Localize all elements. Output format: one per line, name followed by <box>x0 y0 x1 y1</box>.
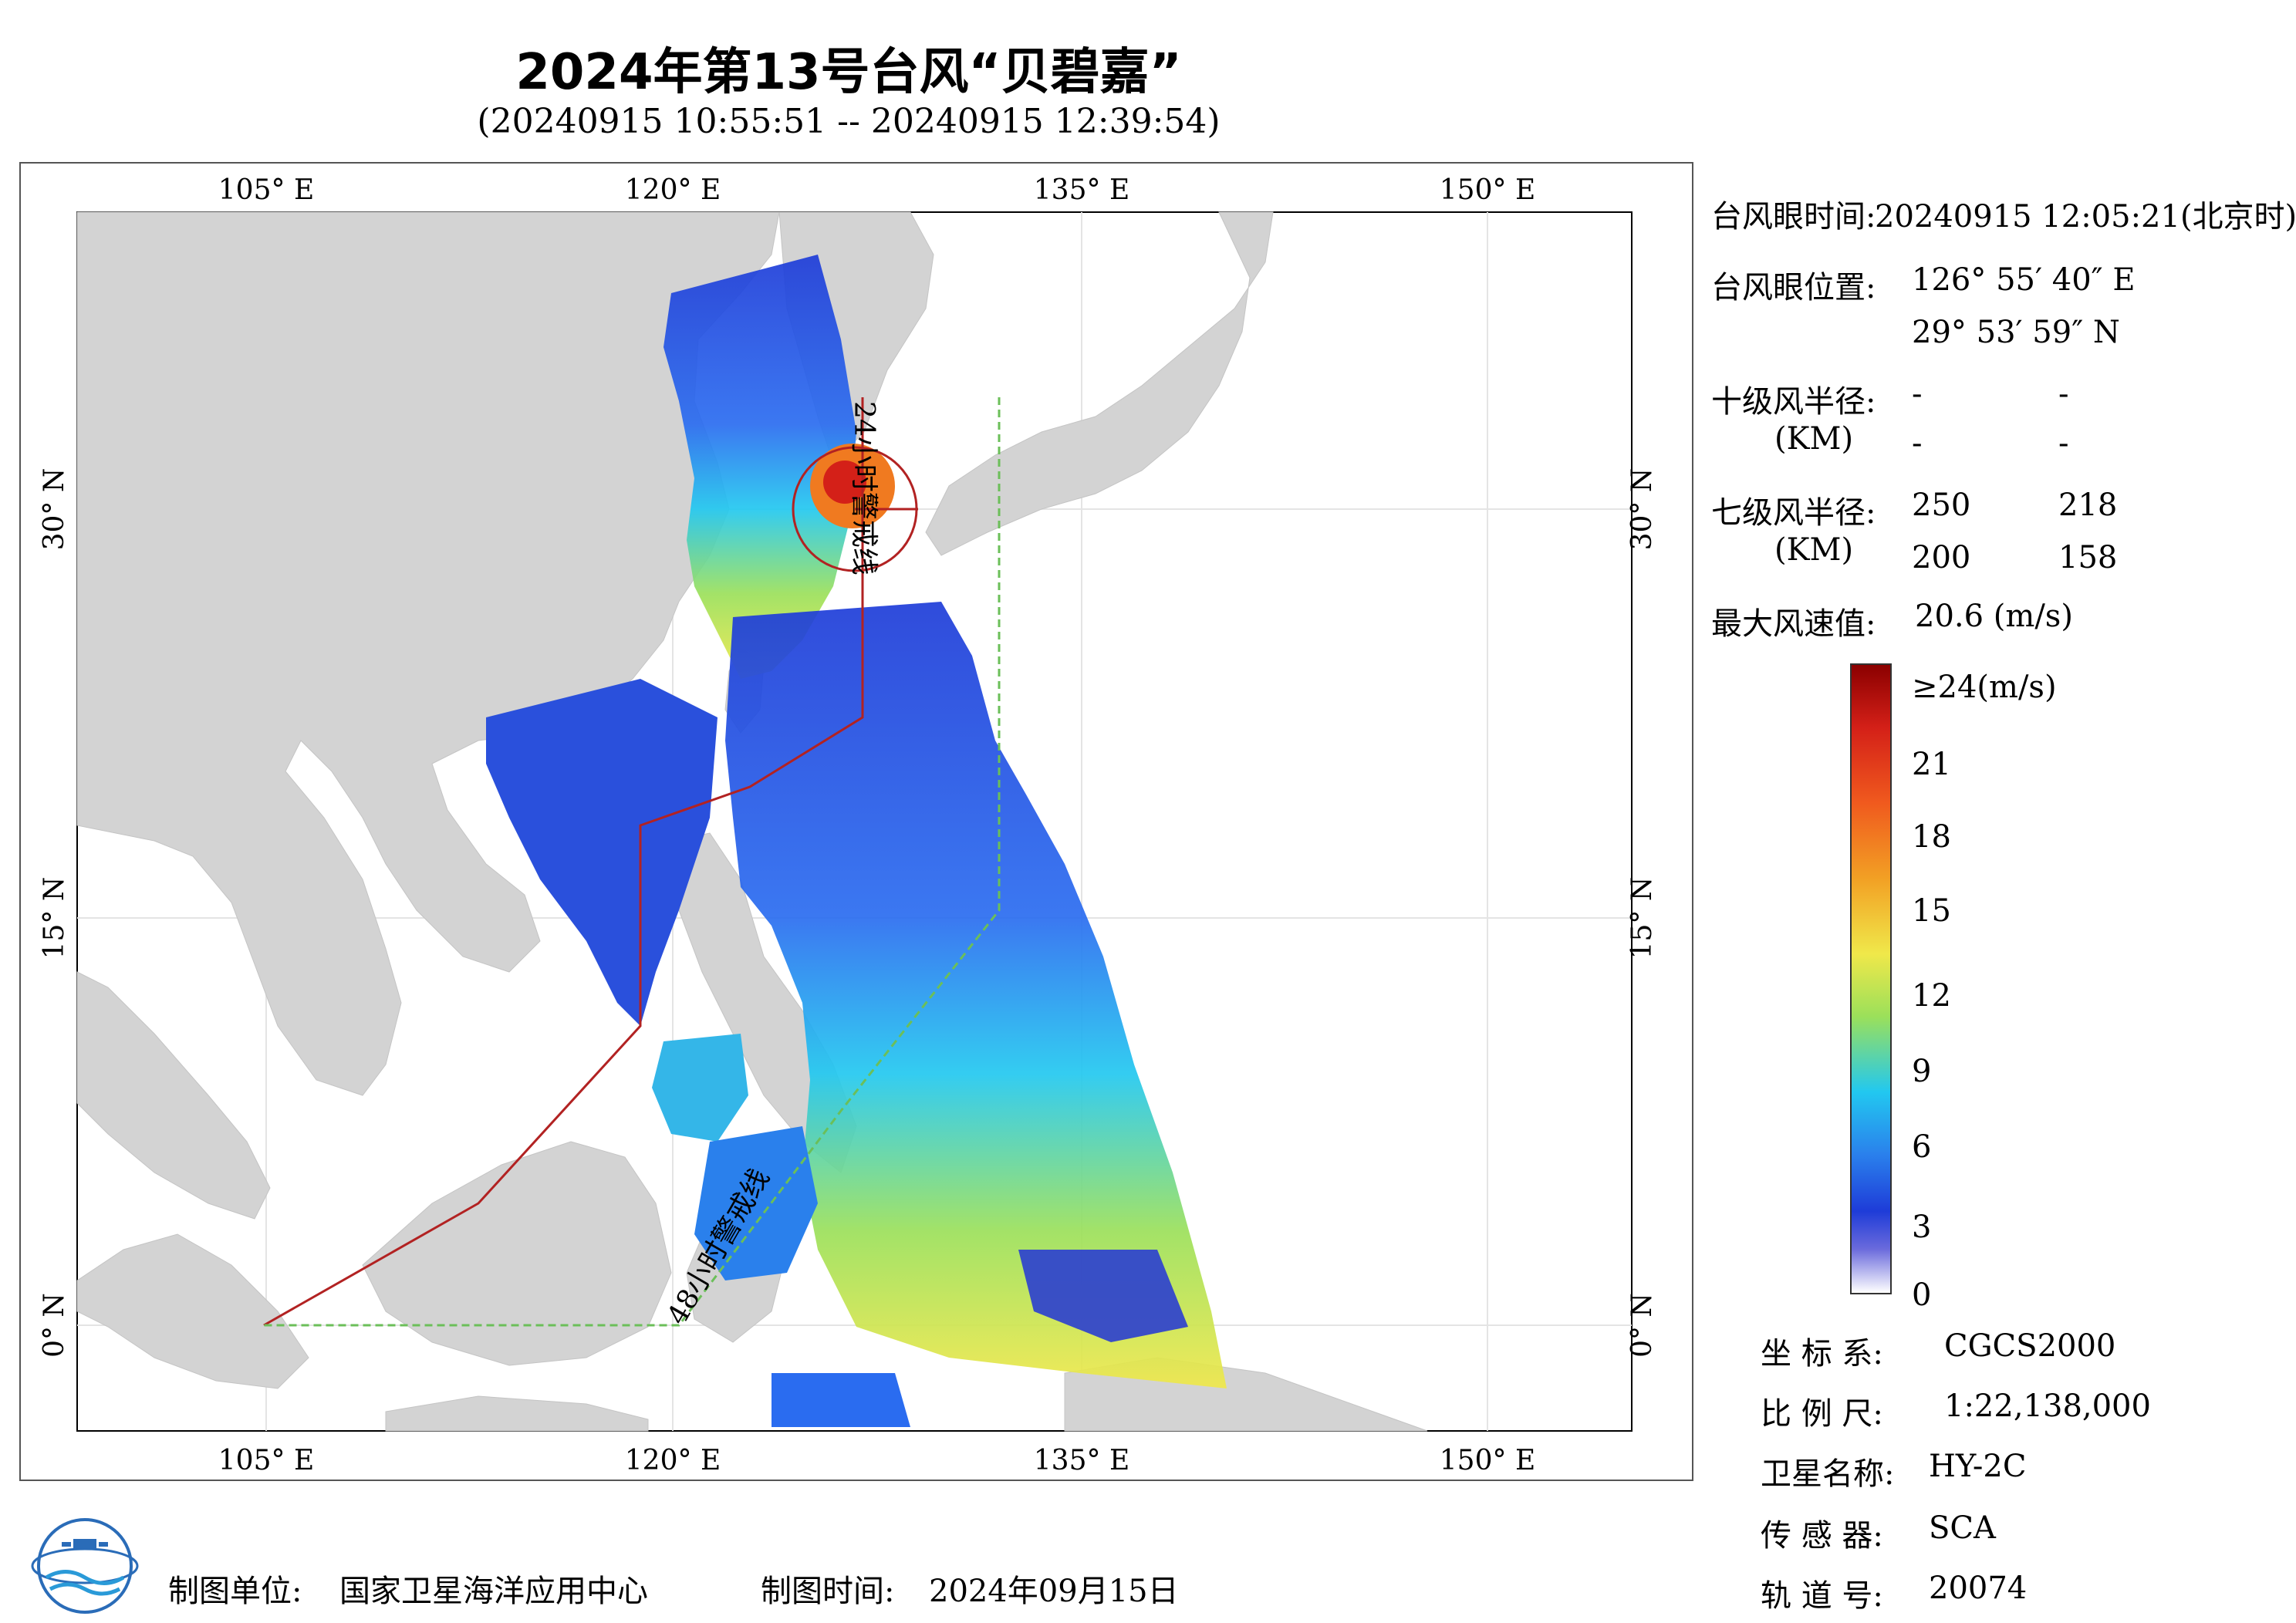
lat-label-left-30: 30° N <box>39 468 70 551</box>
lat-label-right-15: 15° N <box>1626 877 1658 960</box>
lon-label-bottom-120: 120° E <box>625 1445 721 1476</box>
r7-unit: (KM) <box>1774 532 1854 568</box>
scale-label: 比 例 尺: <box>1761 1396 1883 1432</box>
lon-label-top-150: 150° E <box>1440 174 1535 206</box>
nsoas-logo-icon <box>31 1518 139 1614</box>
sensor-label: 传 感 器: <box>1761 1518 1883 1554</box>
coord-system-value: CGCS2000 <box>1944 1328 2116 1364</box>
r10-value-1: - <box>1912 376 1923 412</box>
colorbar-label-12: 12 <box>1912 978 1951 1014</box>
warning-line-48h <box>264 397 1001 1327</box>
lon-label-bottom-150: 150° E <box>1440 1445 1535 1476</box>
wind-speed-colorbar <box>1850 663 1892 1294</box>
colorbar-label-6: 6 <box>1912 1129 1932 1165</box>
colorbar-label-15: 15 <box>1912 893 1951 929</box>
wind-field-map[interactable]: 24小时警戒线 48小时警戒线 105° E 120° E 135° E 150… <box>0 0 1697 1489</box>
r10-value-4: - <box>2058 426 2069 461</box>
production-time-value: 2024年09月15日 <box>929 1574 1179 1609</box>
lat-label-left-15: 15° N <box>39 877 70 960</box>
producer-value: 国家卫星海洋应用中心 <box>339 1574 648 1609</box>
r10-unit: (KM) <box>1774 421 1854 457</box>
colorbar-label-24: ≥24(m/s) <box>1912 670 2057 705</box>
r7-value-1: 250 <box>1912 488 1971 523</box>
map-frame <box>19 162 1693 1481</box>
r10-label: 十级风半径: <box>1711 384 1876 420</box>
japan <box>925 211 1274 556</box>
lat-label-right-30: 30° N <box>1626 468 1658 551</box>
r7-value-3: 200 <box>1912 540 1971 575</box>
page-title: 2024年第13号台风“贝碧嘉” <box>515 44 1182 101</box>
production-time-label: 制图时间: <box>761 1574 895 1609</box>
lon-label-top-120: 120° E <box>625 174 721 206</box>
colorbar-label-3: 3 <box>1912 1210 1932 1245</box>
colorbar-label-9: 9 <box>1912 1054 1932 1089</box>
lon-label-bottom-105: 105° E <box>218 1445 314 1476</box>
malay-peninsula <box>76 971 271 1220</box>
colorbar-label-18: 18 <box>1912 819 1951 855</box>
wind-swath <box>486 255 1227 1427</box>
warning-line-24h <box>263 397 864 1327</box>
warning-label-24h: 24小时警戒线 <box>848 401 880 575</box>
max-wind-value: 20.6 (m/s) <box>1915 599 2073 634</box>
lon-label-top-135: 135° E <box>1034 174 1129 206</box>
producer-label: 制图单位: <box>168 1574 302 1609</box>
eye-time-label: 台风眼时间: <box>1711 199 1876 235</box>
colorbar-label-21: 21 <box>1912 747 1951 782</box>
sensor-value: SCA <box>1929 1510 1996 1546</box>
lon-label-bottom-135: 135° E <box>1034 1445 1129 1476</box>
coord-system-label: 坐 标 系: <box>1761 1336 1883 1372</box>
max-wind-label: 最大风速值: <box>1711 606 1876 642</box>
r7-label: 七级风半径: <box>1711 495 1876 531</box>
borneo <box>362 1141 672 1366</box>
eye-time-value: 20240915 12:05:21(北京时) <box>1875 199 2296 235</box>
eye-lon-value: 126° 55′ 40″ E <box>1912 262 2136 298</box>
r10-value-3: - <box>1912 426 1923 461</box>
time-range-subtitle: (20240915 10:55:51 -- 20240915 12:39:54) <box>477 102 1221 141</box>
eye-pos-label: 台风眼位置: <box>1711 270 1876 305</box>
lat-label-right-0: 0° N <box>1626 1293 1658 1358</box>
r10-value-2: - <box>2058 376 2069 412</box>
java <box>385 1395 649 1432</box>
lon-label-top-105: 105° E <box>218 174 314 206</box>
colorbar-label-0: 0 <box>1912 1277 1932 1313</box>
orbit-label: 轨 道 号: <box>1761 1578 1883 1614</box>
lat-label-left-0: 0° N <box>39 1293 70 1358</box>
eye-lat-value: 29° 53′ 59″ N <box>1912 315 2120 350</box>
satellite-label: 卫星名称: <box>1761 1456 1895 1492</box>
orbit-value: 20074 <box>1929 1571 2028 1606</box>
r7-value-2: 218 <box>2058 488 2118 523</box>
sumatra <box>76 1233 309 1389</box>
r7-value-4: 158 <box>2058 540 2118 575</box>
scale-value: 1:22,138,000 <box>1944 1388 2151 1424</box>
land-masses <box>76 211 1428 1432</box>
satellite-value: HY-2C <box>1929 1449 2027 1484</box>
